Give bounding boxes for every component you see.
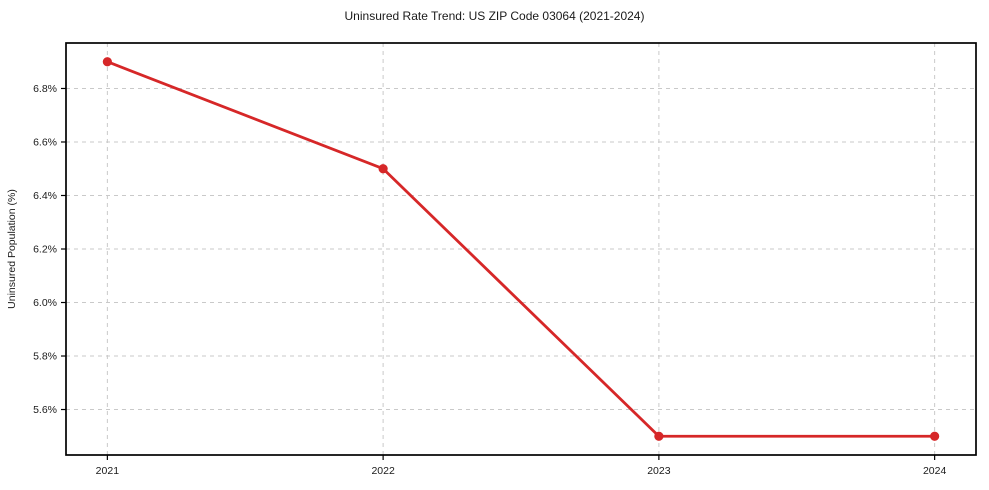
y-tick-label: 5.8% xyxy=(33,351,57,363)
x-tick-label: 2021 xyxy=(96,465,120,477)
x-tick-label: 2023 xyxy=(647,465,671,477)
data-point-marker xyxy=(930,431,940,441)
trend-line xyxy=(105,60,937,438)
data-point-marker xyxy=(102,57,112,67)
y-tick-label: 6.0% xyxy=(33,297,57,309)
y-tick-label: 6.2% xyxy=(33,244,57,256)
y-tick-label: 5.6% xyxy=(33,404,57,416)
chart-title: Uninsured Rate Trend: US ZIP Code 03064 … xyxy=(344,9,645,23)
data-point-marker xyxy=(654,431,664,441)
x-tick-label: 2022 xyxy=(371,465,395,477)
y-tick-label: 6.6% xyxy=(33,137,57,149)
y-axis-label: Uninsured Population (%) xyxy=(6,189,18,309)
y-tick-label: 6.4% xyxy=(33,190,57,202)
y-tick-label: 6.8% xyxy=(33,83,57,95)
data-point-marker xyxy=(378,164,388,174)
x-tick-label: 2024 xyxy=(923,465,947,477)
